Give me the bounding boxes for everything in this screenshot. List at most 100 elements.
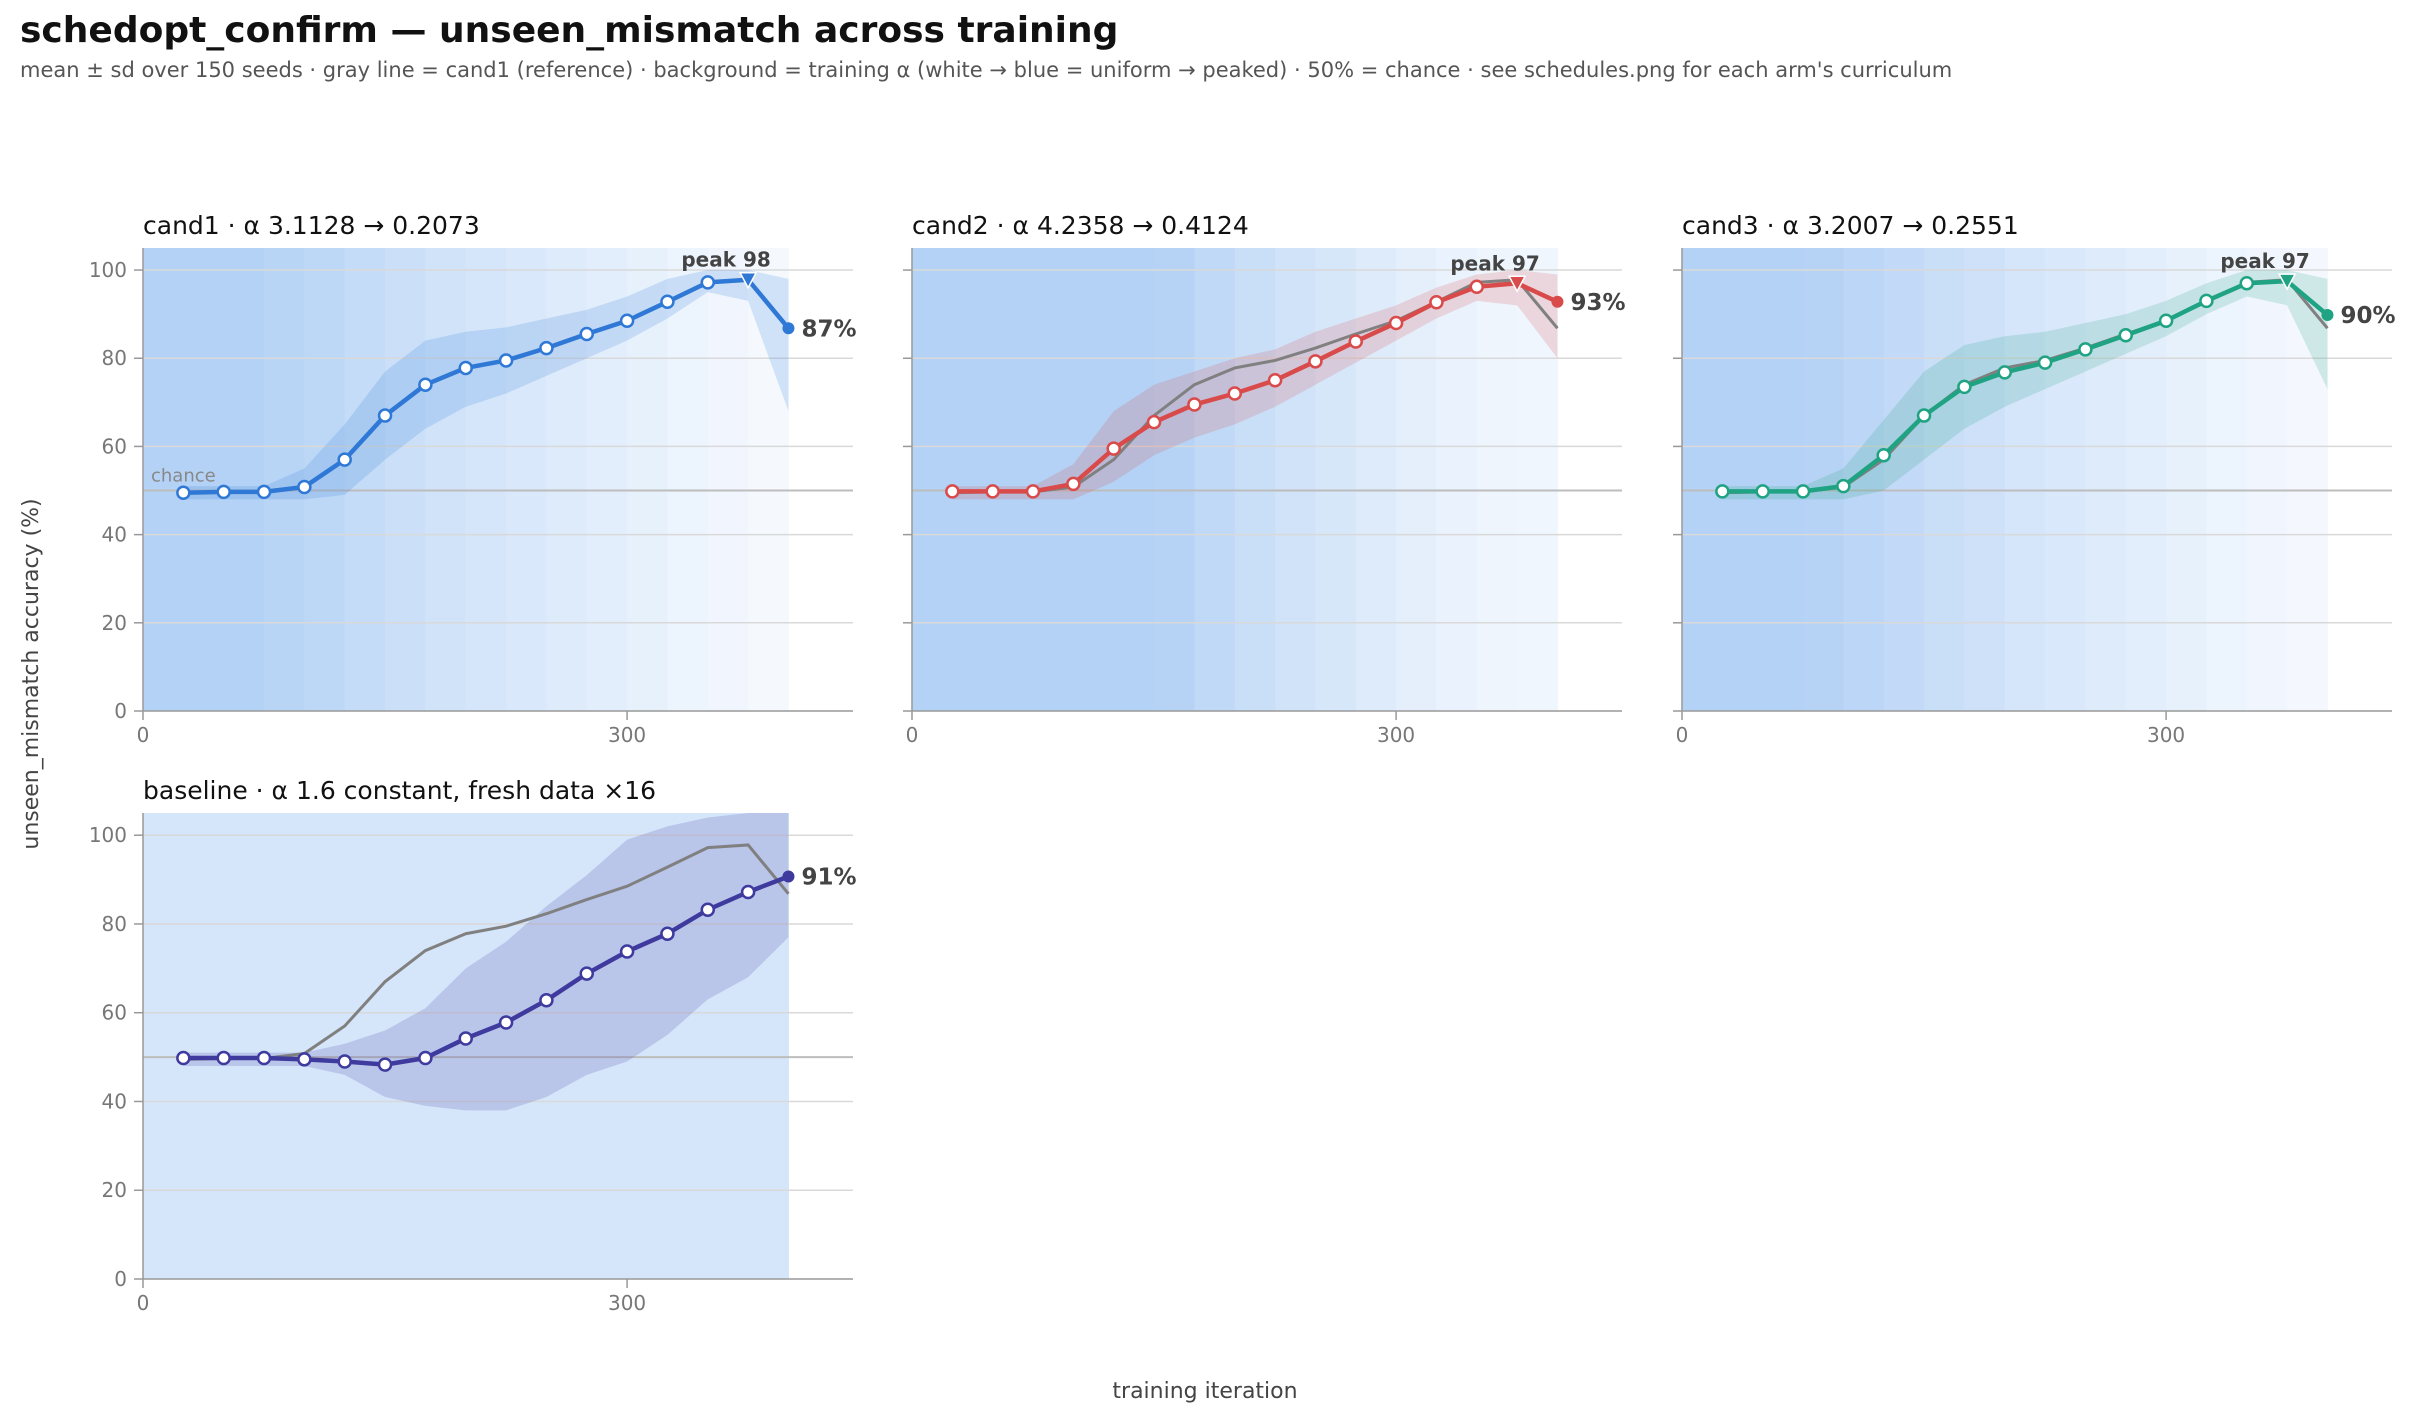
panel-title: cand2 · α 4.2358 → 0.4124 [912, 211, 1249, 240]
alpha-band [183, 813, 225, 1279]
data-point [377, 408, 393, 423]
panel-baseline: 91% 0 20 40 60 80 100 0 300 baseline · α 1.6 cons… [89, 776, 857, 1315]
data-point [619, 944, 635, 959]
data-point [1106, 441, 1121, 456]
panel-title: baseline · α 1.6 constant, fresh data ×1… [143, 776, 656, 805]
data-point [377, 1057, 393, 1072]
alpha-band [546, 248, 588, 711]
final-point [1551, 295, 1564, 308]
x-tick-label: 0 [137, 1291, 150, 1315]
alpha-band [344, 248, 386, 711]
y-tick-label: 20 [102, 611, 127, 635]
y-tick-label: 100 [89, 258, 127, 282]
data-point [1146, 414, 1162, 430]
figure-title: schedopt_confirm — unseen_mismatch acros… [20, 10, 1119, 51]
data-point [216, 1050, 231, 1066]
data-point [418, 1050, 433, 1066]
alpha-band [425, 248, 467, 711]
data-point [337, 452, 352, 467]
alpha-band [1517, 248, 1558, 711]
data-point [539, 993, 554, 1008]
alpha-band [992, 248, 1034, 711]
panel-cand3: peak 97 90% 0 300 cand3 · α 3.2007 → 0.2551 [1673, 211, 2396, 747]
data-point [1997, 365, 2012, 380]
alpha-band [667, 248, 709, 711]
alpha-band [1154, 248, 1195, 711]
data-point [740, 884, 756, 900]
alpha-band [2287, 248, 2328, 711]
alpha-band [304, 248, 346, 711]
data-point [1429, 294, 1444, 310]
series-line [1722, 278, 2329, 494]
chance-label: chance [151, 466, 216, 487]
alpha-band [627, 248, 668, 711]
data-point [498, 353, 514, 368]
alpha-band [183, 248, 225, 711]
data-point [1227, 386, 1242, 401]
alpha-band [2004, 248, 2046, 711]
alpha-band [1275, 248, 1316, 711]
final-point [782, 322, 795, 335]
alpha-band [385, 813, 426, 1279]
peak-label: peak 98 [681, 248, 770, 272]
data-point [1836, 478, 1851, 494]
x-tick-label: 0 [137, 723, 150, 747]
alpha-band [2206, 248, 2248, 711]
peak-marker [1507, 275, 1527, 293]
data-point [2037, 355, 2053, 370]
data-point [337, 1054, 352, 1069]
data-point [2158, 313, 2174, 329]
alpha-band [2246, 248, 2288, 711]
y-tick-label: 80 [102, 346, 127, 370]
data-point [1957, 379, 1972, 395]
data-point [1187, 397, 1202, 412]
alpha-band [223, 813, 265, 1279]
data-point [2199, 293, 2214, 309]
alpha-band [1315, 248, 1357, 711]
data-point [176, 485, 191, 500]
data-point [2078, 342, 2093, 357]
x-tick-label: 0 [1676, 723, 1689, 747]
alpha-band [506, 248, 547, 711]
data-point [297, 1052, 312, 1067]
alpha-band [1194, 248, 1236, 711]
alpha-band [1964, 248, 2006, 711]
data-point [619, 313, 635, 329]
sd-band [1722, 270, 2328, 500]
data-point [2239, 276, 2255, 291]
panel-cand2: peak 97 93% 0 300 cand2 · α 4.2358 → 0.4124 [903, 211, 1626, 747]
alpha-band [667, 813, 709, 1279]
data-point [539, 340, 554, 356]
data-point [1066, 476, 1081, 492]
peak-marker [738, 271, 758, 290]
y-axis-label: unseen_mismatch accuracy (%) [19, 498, 44, 849]
data-point [1795, 484, 1811, 499]
panel-title: cand3 · α 3.2007 → 0.2551 [1682, 211, 2019, 240]
data-point [1025, 484, 1041, 499]
alpha-band [264, 813, 305, 1279]
sd-band [183, 813, 789, 1111]
x-tick-label: 300 [2147, 723, 2185, 747]
alpha-band [385, 248, 426, 711]
alpha-band [465, 813, 507, 1279]
alpha-band [465, 248, 507, 711]
x-axis-label: training iteration [1112, 1379, 1297, 1404]
panel-title: cand1 · α 3.1128 → 0.2073 [143, 211, 480, 240]
alpha-band [1924, 248, 1965, 711]
reference-line [183, 843, 790, 1061]
alpha-band [1234, 248, 1276, 711]
alpha-band [143, 248, 184, 711]
y-tick-label: 40 [102, 523, 127, 547]
final-point [782, 870, 795, 883]
alpha-band [2045, 248, 2086, 711]
alpha-band [627, 813, 668, 1279]
alpha-band [1883, 248, 1925, 711]
data-point [1715, 484, 1730, 499]
alpha-band [143, 813, 184, 1279]
data-point [1876, 447, 1891, 463]
data-point [256, 484, 272, 500]
data-point [660, 294, 675, 310]
data-point [1308, 354, 1323, 369]
peak-label: peak 97 [1450, 251, 1539, 275]
alpha-band [1033, 248, 1074, 711]
